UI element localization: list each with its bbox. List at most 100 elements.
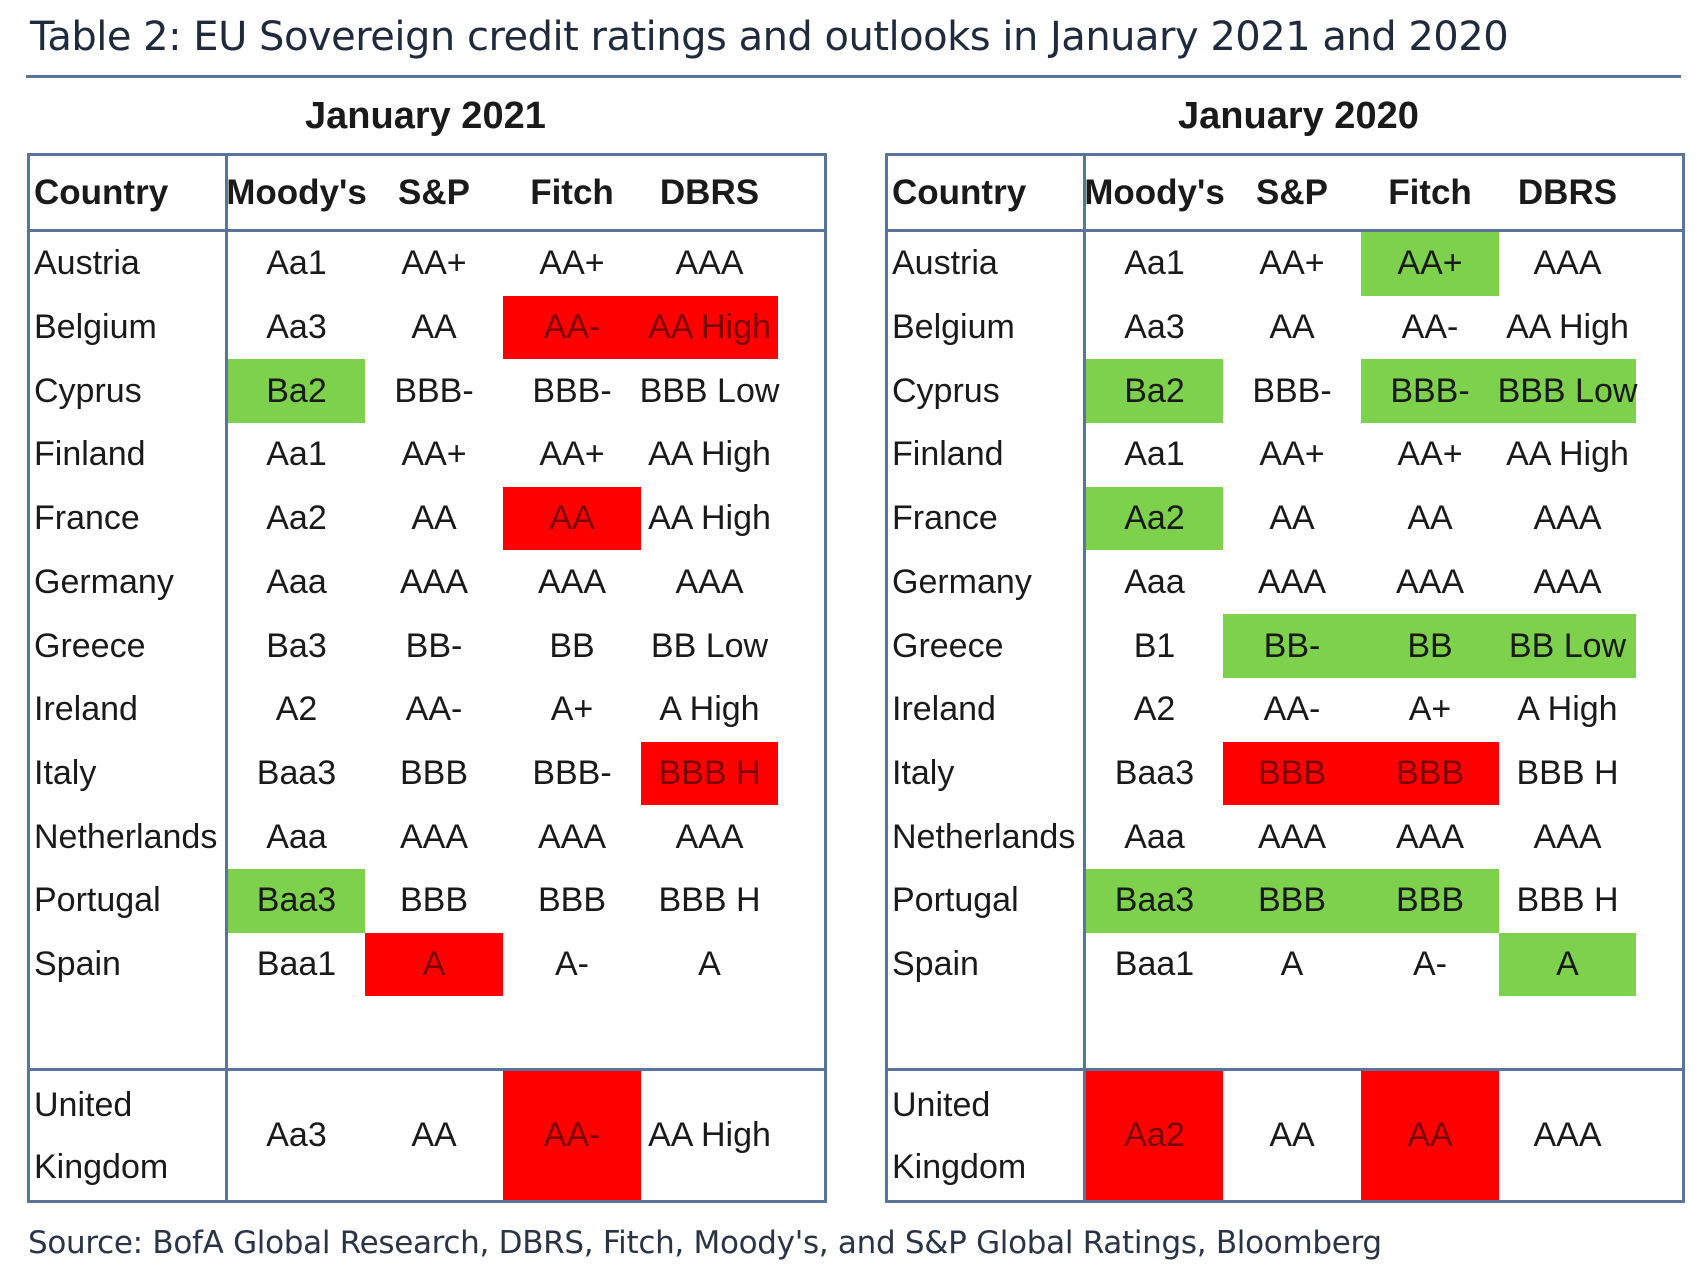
period-label-2021: January 2021: [305, 95, 546, 137]
rating-cell: BB-: [1223, 614, 1361, 678]
rating-cell: AA: [503, 486, 641, 551]
rating-cell: AA High: [641, 295, 778, 360]
rating-cell: B1: [1133, 626, 1176, 665]
country-cell: Belgium: [34, 308, 157, 347]
rating-cell: BBB-: [1361, 359, 1499, 424]
rating-cell: AA-: [503, 1071, 641, 1200]
header-row: [888, 156, 1682, 232]
rating-cell: AAA: [1395, 562, 1465, 601]
rating-cell: A High: [1517, 690, 1618, 729]
country-name-line: Kingdom: [34, 1147, 169, 1186]
rating-cell: AA: [1407, 499, 1453, 538]
rating-cell: AAA: [1257, 562, 1327, 601]
rating-cell: A+: [1408, 690, 1452, 729]
period-label-2020: January 2020: [1178, 95, 1419, 137]
rating-cell: AAA: [675, 817, 744, 856]
rating-cell: BBB-: [532, 371, 612, 410]
rating-cell: Aa3: [266, 1116, 327, 1154]
rating-cell: BBB-: [1252, 371, 1332, 410]
rating-cell: Aa1: [1124, 435, 1185, 474]
rating-cell: AA: [1361, 1071, 1499, 1200]
rating-cell: AA+: [401, 435, 467, 474]
rating-cell: AAA: [399, 562, 469, 601]
rating-cell: Aa2: [1086, 486, 1223, 551]
rating-cell: AA: [1269, 499, 1315, 538]
rating-cell: A: [698, 945, 721, 984]
rating-cell: BB: [1361, 614, 1499, 678]
rating-cell: AA+: [1397, 435, 1463, 474]
rating-cell: Aa3: [1124, 308, 1185, 347]
rating-cell: BB-: [405, 626, 463, 665]
rating-cell: AA: [1269, 308, 1315, 347]
country-cell: Belgium: [892, 308, 1015, 347]
country-name-line: Kingdom: [892, 1147, 1027, 1186]
column-header: Moody's: [1084, 172, 1225, 212]
country-cell: Italy: [34, 753, 97, 792]
rating-cell: BBB H: [1516, 753, 1619, 792]
rating-cell: A: [1280, 945, 1304, 984]
rating-cell: AA-: [405, 690, 463, 729]
rating-cell: AAA: [1533, 499, 1602, 538]
rating-cell: Ba2: [1086, 359, 1223, 424]
rating-cell: AA+: [1361, 232, 1499, 296]
rating-cell: Aa2: [1086, 1071, 1223, 1200]
column-header: Fitch: [1388, 172, 1472, 212]
country-cell: Austria: [892, 244, 998, 283]
rating-cell: AA-: [503, 295, 641, 360]
country-name-line: United: [892, 1085, 991, 1124]
rating-cell: A-: [1413, 945, 1447, 984]
rating-cell: AAA: [675, 562, 744, 601]
column-header: Country: [34, 172, 169, 212]
country-column-divider: [1083, 156, 1086, 1200]
rating-cell: BB: [549, 626, 595, 665]
rating-cell: AA+: [539, 435, 605, 474]
country-cell: Netherlands: [34, 817, 218, 856]
country-cell: Ireland: [892, 690, 996, 729]
rating-cell: A+: [550, 690, 594, 729]
rating-cell: AA-: [1263, 690, 1321, 729]
rating-cell: AA+: [539, 244, 605, 283]
country-cell: Spain: [892, 945, 979, 984]
rating-cell: Baa1: [1114, 945, 1195, 984]
column-header: DBRS: [659, 172, 760, 212]
rating-cell: Baa3: [1086, 869, 1223, 933]
rating-cell: AAA: [1533, 1116, 1602, 1154]
country-cell: Portugal: [892, 881, 1019, 920]
title-divider: [26, 75, 1681, 78]
rating-cell: BBB: [1361, 741, 1499, 806]
country-cell: Greece: [892, 626, 1004, 665]
rating-cell: AAA: [1533, 244, 1602, 283]
country-cell: Germany: [892, 562, 1032, 601]
uk-row-divider: [888, 1068, 1682, 1071]
rating-cell: AAA: [675, 244, 744, 283]
ratings-table-2020: Country Moody's S&P Fitch DBRS Austria Aa1 AA+ A…: [885, 153, 1685, 1203]
rating-cell: Aa2: [266, 499, 327, 538]
country-cell: Germany: [34, 562, 174, 601]
country-name-line: United: [34, 1085, 133, 1124]
rating-cell: Baa3: [228, 869, 365, 933]
rating-cell: AA+: [1259, 435, 1325, 474]
rating-cell: BBB H: [641, 741, 778, 806]
rating-cell: AAA: [1533, 562, 1602, 601]
country-cell: Ireland: [34, 690, 138, 729]
country-cell: Cyprus: [892, 371, 1000, 410]
column-header: S&P: [398, 172, 470, 212]
rating-cell: Aaa: [266, 562, 327, 601]
rating-cell: Ba2: [228, 359, 365, 424]
rating-cell: BBB-: [532, 753, 612, 792]
rating-cell: AAA: [1257, 817, 1327, 856]
country-cell: Finland: [892, 435, 1004, 474]
country-cell: United Kingdom: [888, 1071, 1083, 1200]
rating-cell: BBB H: [658, 881, 761, 920]
rating-cell: BBB Low: [1498, 359, 1637, 424]
country-column-divider: [225, 156, 228, 1200]
country-cell: Austria: [34, 244, 140, 283]
rating-cell: AAA: [1395, 817, 1465, 856]
uk-row-divider: [30, 1068, 824, 1071]
country-cell: United Kingdom: [30, 1071, 225, 1200]
rating-cell: AA High: [648, 435, 771, 474]
rating-cell: AA-: [1401, 308, 1459, 347]
country-cell: France: [34, 499, 140, 538]
rating-cell: BBB-: [394, 371, 474, 410]
rating-cell: A High: [659, 690, 760, 729]
